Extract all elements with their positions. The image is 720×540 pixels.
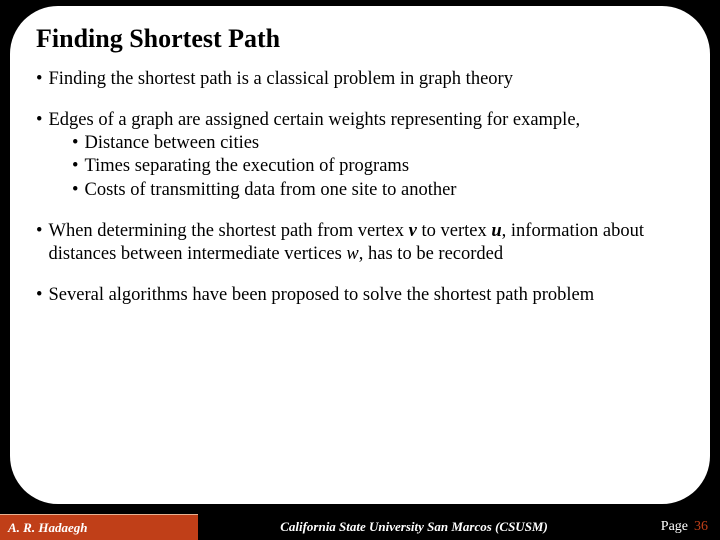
footer-institution: California State University San Marcos (… [198,514,630,540]
text-fragment: When determining the shortest path from … [48,221,408,241]
bullet-mark: • [36,68,48,91]
sub-bullet-text: Distance between cities [84,132,259,155]
slide-title: Finding Shortest Path [36,24,684,54]
footer-bar: A. R. Hadaegh California State Universit… [0,514,720,540]
bullet-text: Several algorithms have been proposed to… [48,284,684,307]
sub-bullet-text: Times separating the execution of progra… [84,155,409,178]
footer-author: A. R. Hadaegh [0,514,198,540]
text-fragment: to vertex [417,221,492,241]
content-panel: Finding Shortest Path • Finding the shor… [10,6,710,504]
bullet-1: • Finding the shortest path is a classic… [36,68,684,91]
vertex-w: w [346,244,358,264]
page-number: 36 [688,519,708,535]
vertex-u: u [491,221,501,241]
bullet-4: • Several algorithms have been proposed … [36,284,684,307]
bullet-mark: • [72,155,84,178]
sub-bullet: • Times separating the execution of prog… [72,155,684,178]
vertex-v: v [409,221,417,241]
sub-bullet: • Distance between cities [72,132,684,155]
page-label: Page [661,519,688,535]
sub-bullet: • Costs of transmitting data from one si… [72,179,684,202]
bullet-mark: • [72,132,84,155]
bullet-text: Edges of a graph are assigned certain we… [48,109,684,132]
bullet-text: Finding the shortest path is a classical… [48,68,684,91]
bullet-mark: • [36,284,48,307]
bullet-mark: • [36,109,48,132]
bullet-text: When determining the shortest path from … [48,220,684,266]
sub-bullet-text: Costs of transmitting data from one site… [84,179,456,202]
bullet-2: • Edges of a graph are assigned certain … [36,109,684,202]
sub-bullet-list: • Distance between cities • Times separa… [36,132,684,201]
footer-page: Page 36 [630,514,720,540]
bullet-mark: • [36,220,48,266]
text-fragment: , has to be recorded [359,244,503,264]
bullet-3: • When determining the shortest path fro… [36,220,684,266]
bullet-mark: • [72,179,84,202]
